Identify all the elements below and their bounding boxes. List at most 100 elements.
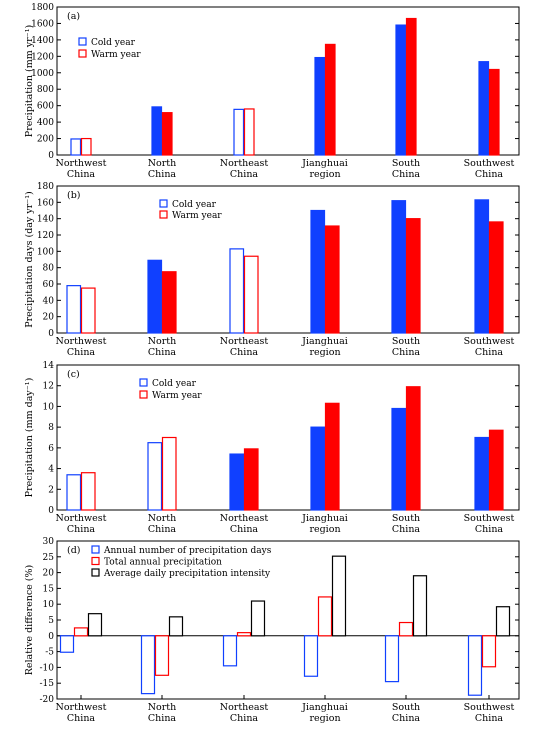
bar-1-2 bbox=[147, 442, 163, 511]
y-tick-label: 1000 bbox=[31, 69, 54, 79]
bar-2-1 bbox=[80, 137, 92, 156]
bar-2-1 bbox=[73, 627, 89, 637]
bar-1-3 bbox=[229, 248, 245, 334]
y-tick-label: 160 bbox=[37, 198, 54, 208]
legend-label: Total annual precipitation bbox=[104, 558, 222, 568]
y-tick-label: 0 bbox=[48, 632, 54, 642]
y-tick-label: 20 bbox=[43, 313, 55, 323]
bar-1-4 bbox=[310, 426, 326, 511]
bar-2-1 bbox=[80, 287, 96, 334]
bar-1-5 bbox=[384, 635, 400, 683]
bar-1-3 bbox=[233, 108, 245, 156]
bar-3-6 bbox=[495, 606, 511, 637]
bar-2-1 bbox=[80, 472, 96, 511]
legend-swatch bbox=[91, 545, 100, 554]
legend-swatch bbox=[78, 37, 87, 46]
bar-2-3 bbox=[243, 108, 255, 156]
y-tick-label: 6 bbox=[48, 444, 54, 454]
x-tick-label: Northwest China bbox=[56, 513, 107, 535]
bar-2-5 bbox=[405, 218, 421, 334]
y-tick-label: -20 bbox=[40, 695, 55, 705]
y-tick-label: 400 bbox=[37, 118, 54, 128]
bar-1-2 bbox=[140, 635, 156, 695]
bar-2-2 bbox=[161, 436, 177, 511]
y-tick-label: 120 bbox=[37, 231, 54, 241]
legend-swatch bbox=[91, 556, 100, 566]
x-tick-label: Northwest China bbox=[56, 702, 107, 724]
bar-2-3 bbox=[236, 632, 252, 637]
bar-2-2 bbox=[161, 271, 177, 334]
legend-label: Warm year bbox=[172, 211, 222, 221]
legend-label: Cold year bbox=[91, 38, 136, 48]
x-tick-label: Northeast China bbox=[220, 513, 269, 535]
y-tick-label: -5 bbox=[45, 648, 54, 658]
bar-2-4 bbox=[324, 43, 336, 156]
chart-panel-3: 0 2 4 6 8 10 12 14 Precipitation (mm day⁻¹) (c) No… bbox=[24, 361, 520, 535]
panel-label: (d) bbox=[67, 545, 81, 556]
bar-1-4 bbox=[314, 56, 326, 156]
y-tick-label: 20 bbox=[43, 569, 55, 579]
legend-swatch bbox=[139, 378, 148, 387]
x-tick-label: Northeast China bbox=[220, 158, 269, 180]
y-tick-label: 1800 bbox=[31, 3, 54, 13]
y-axis-label: Relative difference (%) bbox=[24, 565, 35, 676]
y-tick-label: 180 bbox=[37, 182, 54, 192]
y-tick-label: 140 bbox=[37, 215, 54, 225]
bar-3-1 bbox=[87, 613, 103, 637]
bar-1-4 bbox=[310, 209, 326, 334]
bar-2-2 bbox=[161, 112, 173, 156]
x-tick-label: North China bbox=[148, 158, 177, 180]
x-tick-label: Jianghuai region bbox=[301, 702, 348, 724]
x-tick-label: Northeast China bbox=[220, 336, 269, 358]
bar-1-1 bbox=[66, 474, 82, 511]
x-tick-label: Southwest China bbox=[464, 158, 515, 180]
x-tick-label: Jianghuai region bbox=[301, 158, 348, 180]
bar-1-1 bbox=[66, 285, 82, 334]
y-tick-label: 60 bbox=[43, 280, 55, 290]
x-tick-label: North China bbox=[148, 702, 177, 724]
y-tick-label: 1600 bbox=[31, 19, 54, 29]
y-tick-label: 25 bbox=[43, 553, 55, 563]
x-tick-label: Jianghuai region bbox=[301, 336, 348, 358]
x-tick-label: Southwest China bbox=[464, 513, 515, 535]
x-tick-label: Northwest China bbox=[56, 158, 107, 180]
bar-1-5 bbox=[391, 407, 407, 511]
legend-label: Cold year bbox=[172, 200, 217, 210]
legend-swatch bbox=[91, 568, 100, 577]
bar-1-5 bbox=[391, 200, 407, 334]
bar-3-3 bbox=[250, 600, 266, 637]
y-tick-label: 40 bbox=[43, 296, 55, 306]
bar-2-6 bbox=[488, 221, 504, 334]
bar-1-5 bbox=[395, 24, 407, 156]
x-tick-label: North China bbox=[148, 336, 177, 358]
legend-swatch bbox=[159, 210, 168, 219]
y-tick-label: 200 bbox=[37, 135, 54, 145]
bar-2-4 bbox=[324, 225, 340, 334]
y-tick-label: 2 bbox=[48, 485, 54, 495]
bar-3-5 bbox=[412, 575, 428, 637]
y-axis-label: Precipitation (mm day⁻¹) bbox=[24, 378, 35, 498]
y-tick-label: 5 bbox=[48, 616, 54, 626]
y-tick-label: 4 bbox=[48, 465, 54, 475]
x-tick-label: North China bbox=[148, 513, 177, 535]
plot-frame bbox=[56, 185, 520, 334]
x-tick-label: Northwest China bbox=[56, 336, 107, 358]
bar-2-5 bbox=[398, 621, 414, 637]
bar-2-2 bbox=[154, 635, 170, 676]
legend-label: Warm year bbox=[91, 50, 141, 60]
panel-label: (c) bbox=[67, 369, 80, 380]
panel-label: (b) bbox=[67, 190, 81, 201]
y-tick-label: -10 bbox=[40, 663, 55, 673]
legend-swatch bbox=[159, 199, 168, 208]
y-tick-label: 0 bbox=[48, 329, 54, 339]
y-axis-label: Precipitation days (day yr⁻¹) bbox=[24, 191, 35, 328]
bar-1-6 bbox=[474, 436, 490, 511]
x-tick-label: South China bbox=[392, 513, 421, 535]
y-axis-label: Precipitation (mm yr⁻¹) bbox=[24, 25, 35, 137]
bar-2-6 bbox=[488, 68, 500, 156]
y-tick-label: -15 bbox=[40, 679, 55, 689]
y-tick-label: 15 bbox=[43, 584, 55, 594]
y-tick-label: 14 bbox=[43, 361, 55, 371]
bar-2-3 bbox=[243, 448, 259, 511]
bar-1-1 bbox=[70, 138, 82, 156]
